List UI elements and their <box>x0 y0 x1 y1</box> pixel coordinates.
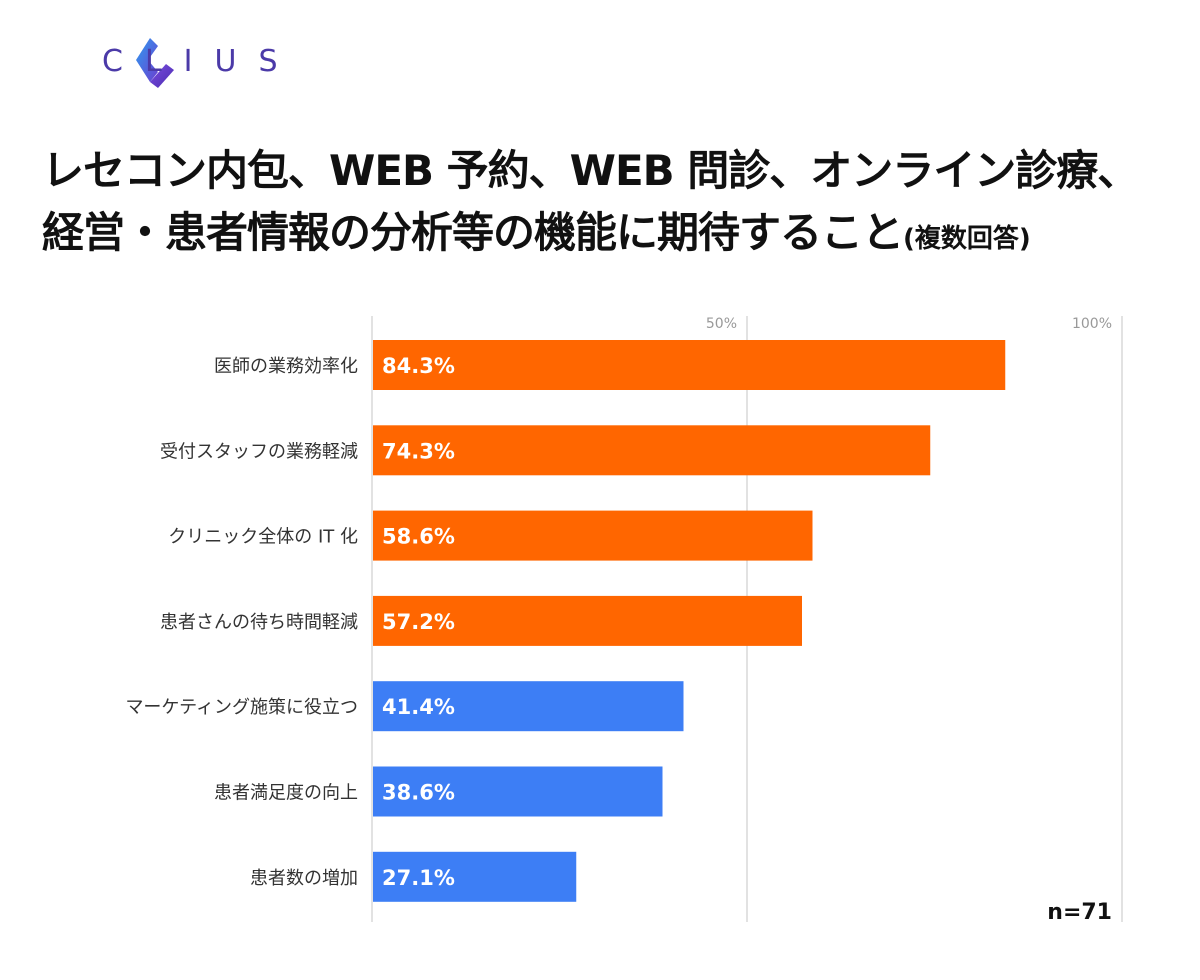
bar-7 <box>373 851 577 902</box>
x-tick-label-100: 100% <box>1072 316 1112 332</box>
category-label-4: 患者さんの待ち時間軽減 <box>160 612 358 633</box>
x-tick-label-50: 50% <box>706 316 737 332</box>
bar-value-label-1: 84.3% <box>382 354 455 378</box>
category-label-3: クリニック全体の IT 化 <box>168 527 358 548</box>
bar-value-label-2: 74.3% <box>382 439 455 463</box>
title-line-2: 経営・患者情報の分析等の機能に期待すること(複数回答) <box>42 202 1172 270</box>
bar-chart: 50% 100% 84.3% 医師の業務効率化 74.3% 受付スタッフの業務軽減 58.6… <box>125 316 1123 922</box>
bar-value-label-5: 41.4% <box>382 695 455 719</box>
category-label-2: 受付スタッフの業務軽減 <box>160 441 358 462</box>
bar-value-label-6: 38.6% <box>382 781 455 805</box>
bar-value-label-4: 57.2% <box>382 610 455 634</box>
sample-size-label: n=71 <box>1047 900 1112 925</box>
clius-logo-icon <box>136 38 174 88</box>
bar-4 <box>373 595 802 646</box>
page-title: レセコン内包、WEB 予約、WEB 問診、オンライン診療、 経営・患者情報の分析… <box>42 140 1172 270</box>
title-line-1: レセコン内包、WEB 予約、WEB 問診、オンライン診療、 <box>42 146 1139 195</box>
bar-value-label-3: 58.6% <box>382 525 455 549</box>
category-label-1: 医師の業務効率化 <box>214 356 358 377</box>
category-label-6: 患者満足度の向上 <box>214 783 358 804</box>
bar-value-label-7: 27.1% <box>382 866 455 890</box>
bar-6 <box>373 766 663 817</box>
bar-3 <box>373 510 813 561</box>
bar-1 <box>373 340 1006 390</box>
category-label-5: マーケティング施策に役立つ <box>125 697 358 718</box>
category-label-7: 患者数の増加 <box>250 868 358 889</box>
title-note: (複数回答) <box>903 224 1031 254</box>
brand-name: CLIUS <box>102 44 300 79</box>
title-line-2-main: 経営・患者情報の分析等の機能に期待すること <box>42 208 904 257</box>
bar-5 <box>373 681 684 732</box>
bar-2 <box>373 425 931 476</box>
